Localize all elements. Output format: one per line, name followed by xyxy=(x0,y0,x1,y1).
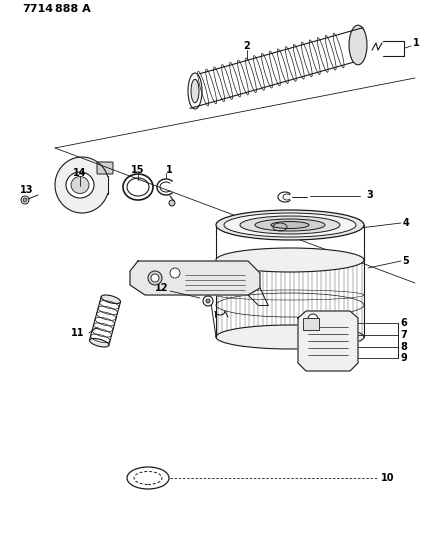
Ellipse shape xyxy=(71,176,89,193)
Ellipse shape xyxy=(255,219,325,231)
Circle shape xyxy=(23,198,27,202)
Circle shape xyxy=(308,314,318,324)
Ellipse shape xyxy=(89,338,109,347)
Text: 1: 1 xyxy=(413,38,419,48)
Text: 6: 6 xyxy=(401,318,407,328)
Text: 4: 4 xyxy=(403,218,409,228)
Ellipse shape xyxy=(66,172,94,198)
Text: 8: 8 xyxy=(401,342,407,352)
Circle shape xyxy=(206,299,210,303)
Circle shape xyxy=(151,274,159,282)
Text: 9: 9 xyxy=(401,353,407,363)
Text: 2: 2 xyxy=(244,41,250,51)
Text: 5: 5 xyxy=(403,256,409,266)
Ellipse shape xyxy=(271,222,309,229)
Polygon shape xyxy=(298,311,358,371)
Circle shape xyxy=(148,271,162,285)
Text: 888 A: 888 A xyxy=(55,4,91,14)
Circle shape xyxy=(21,196,29,204)
Polygon shape xyxy=(130,261,260,295)
Text: 12: 12 xyxy=(155,283,169,293)
Ellipse shape xyxy=(216,248,364,272)
Ellipse shape xyxy=(216,325,364,349)
Ellipse shape xyxy=(191,79,199,103)
Text: 1: 1 xyxy=(166,165,172,175)
Ellipse shape xyxy=(127,178,149,196)
Circle shape xyxy=(203,296,213,306)
Ellipse shape xyxy=(134,472,162,484)
Ellipse shape xyxy=(216,210,364,240)
FancyBboxPatch shape xyxy=(303,318,319,330)
Text: 7: 7 xyxy=(401,330,407,340)
Text: 7714: 7714 xyxy=(22,4,53,14)
Ellipse shape xyxy=(240,216,340,234)
Text: 14: 14 xyxy=(73,168,87,178)
Circle shape xyxy=(170,268,180,278)
Ellipse shape xyxy=(101,295,121,303)
FancyBboxPatch shape xyxy=(97,162,113,174)
Text: 13: 13 xyxy=(20,185,34,195)
Ellipse shape xyxy=(224,213,356,237)
Text: 15: 15 xyxy=(131,165,145,175)
Polygon shape xyxy=(55,157,108,213)
Text: 10: 10 xyxy=(381,473,395,483)
Text: 3: 3 xyxy=(367,190,373,200)
Ellipse shape xyxy=(349,25,367,65)
Ellipse shape xyxy=(188,73,202,109)
Circle shape xyxy=(169,200,175,206)
Ellipse shape xyxy=(127,467,169,489)
Text: 11: 11 xyxy=(71,328,85,338)
